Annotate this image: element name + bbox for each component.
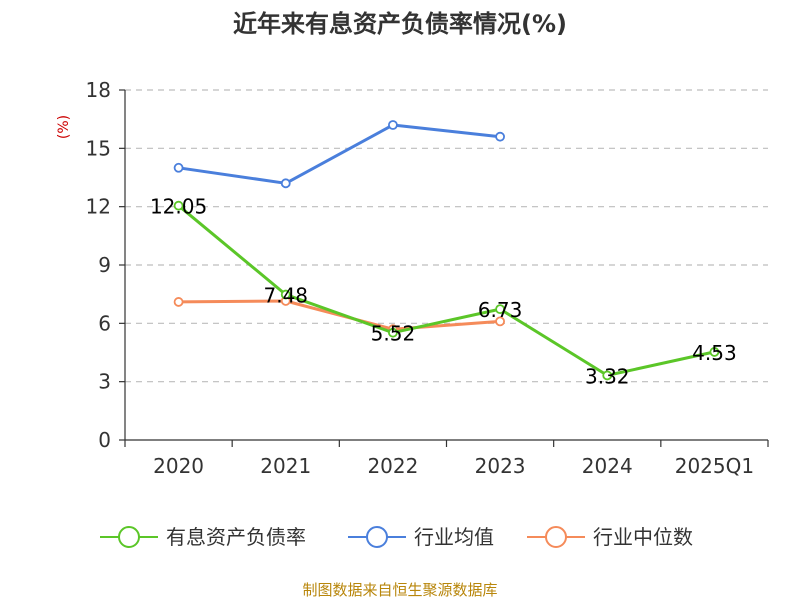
data-label: 12.05 — [150, 195, 207, 219]
data-point — [495, 304, 505, 315]
data-point — [173, 162, 184, 173]
legend-marker — [118, 526, 140, 548]
data-label: 6.73 — [478, 298, 523, 322]
legend-item[interactable]: 行业中位数 — [593, 525, 693, 549]
chart-title: 近年来有息资产负债率情况(%) — [233, 10, 567, 38]
data-point — [709, 347, 720, 357]
y-tick-label: 6 — [98, 311, 111, 335]
x-tick-label: 2022 — [367, 454, 418, 478]
data-point — [280, 178, 291, 189]
data-point — [280, 289, 291, 300]
data-point — [388, 120, 398, 130]
data-point — [173, 297, 184, 307]
source-note: 制图数据来自恒生聚源数据库 — [302, 581, 497, 599]
axes: 0 3 6 9 12 15 18 2020 2021 2022 2023 2024 2025Q1 — [86, 78, 769, 478]
x-tick-label: 2024 — [582, 454, 633, 478]
data-labels: 12.05 7.48 5.52 6.73 3.32 4.53 — [150, 195, 737, 389]
y-tick-label: 0 — [98, 428, 111, 452]
series-group — [173, 120, 720, 381]
legend[interactable]: 有息资产负债率 行业均值 行业中位数 — [100, 525, 693, 549]
data-point — [602, 370, 613, 381]
data-label: 4.53 — [692, 341, 737, 365]
x-tick-label: 2025Q1 — [675, 454, 754, 478]
y-tick-label: 15 — [86, 136, 111, 160]
legend-item[interactable]: 行业均值 — [414, 525, 494, 549]
y-tick-label: 3 — [98, 370, 111, 394]
data-label: 5.52 — [371, 322, 416, 346]
series-line — [178, 123, 501, 185]
data-label: 7.48 — [263, 284, 308, 308]
x-tick-label: 2021 — [260, 454, 311, 478]
data-point — [495, 316, 505, 327]
y-tick-label: 9 — [98, 253, 111, 277]
legend-item[interactable]: 有息资产负债率 — [166, 525, 306, 549]
legend-marker — [545, 526, 567, 548]
y-tick-label: 18 — [86, 78, 111, 102]
grid-lines — [125, 89, 768, 383]
data-point — [495, 131, 505, 142]
legend-marker — [366, 526, 388, 548]
x-tick-label: 2023 — [475, 454, 526, 478]
y-axis-label: (%) — [56, 115, 72, 139]
data-point — [173, 200, 184, 211]
x-tick-label: 2020 — [153, 454, 204, 478]
data-point — [388, 327, 398, 338]
data-label: 3.32 — [585, 364, 630, 388]
series-line — [177, 204, 715, 377]
y-tick-label: 12 — [86, 195, 111, 219]
